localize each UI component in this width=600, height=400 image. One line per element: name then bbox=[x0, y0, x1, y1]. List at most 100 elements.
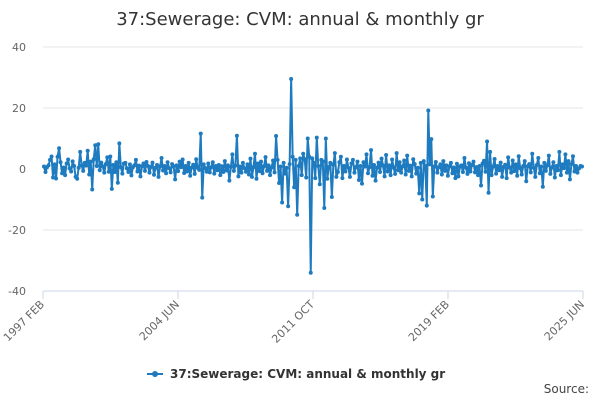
data-point[interactable] bbox=[179, 165, 184, 170]
data-point[interactable] bbox=[242, 166, 247, 171]
data-point[interactable] bbox=[424, 203, 429, 208]
data-point[interactable] bbox=[329, 195, 334, 200]
data-point[interactable] bbox=[213, 163, 218, 168]
data-point[interactable] bbox=[476, 173, 481, 178]
data-point[interactable] bbox=[531, 165, 536, 170]
data-point[interactable] bbox=[51, 175, 56, 180]
data-point[interactable] bbox=[554, 163, 559, 168]
data-point[interactable] bbox=[382, 174, 387, 179]
data-point[interactable] bbox=[432, 164, 437, 169]
data-point[interactable] bbox=[173, 177, 178, 182]
data-point[interactable] bbox=[142, 168, 147, 173]
data-point[interactable] bbox=[240, 160, 245, 165]
data-point[interactable] bbox=[411, 157, 416, 162]
data-point[interactable] bbox=[192, 171, 197, 176]
data-point[interactable] bbox=[280, 200, 285, 205]
data-point[interactable] bbox=[313, 176, 318, 181]
data-point[interactable] bbox=[308, 270, 313, 275]
data-point[interactable] bbox=[551, 160, 556, 165]
data-point[interactable] bbox=[518, 166, 523, 171]
data-point[interactable] bbox=[268, 173, 273, 178]
data-point[interactable] bbox=[387, 163, 392, 168]
data-point[interactable] bbox=[378, 170, 383, 175]
data-point[interactable] bbox=[277, 181, 282, 186]
data-point[interactable] bbox=[109, 186, 114, 191]
data-point[interactable] bbox=[152, 172, 157, 177]
data-point[interactable] bbox=[417, 191, 422, 196]
data-point[interactable] bbox=[188, 173, 193, 178]
data-point[interactable] bbox=[81, 168, 86, 173]
data-point[interactable] bbox=[504, 176, 509, 181]
data-point[interactable] bbox=[350, 157, 355, 162]
data-point[interactable] bbox=[69, 169, 74, 174]
data-point[interactable] bbox=[269, 165, 274, 170]
data-point[interactable] bbox=[340, 176, 345, 181]
data-point[interactable] bbox=[100, 164, 105, 169]
data-point[interactable] bbox=[182, 170, 187, 175]
data-point[interactable] bbox=[353, 165, 358, 170]
data-point[interactable] bbox=[421, 159, 426, 164]
data-point[interactable] bbox=[164, 171, 169, 176]
data-point[interactable] bbox=[515, 173, 520, 178]
data-point[interactable] bbox=[234, 133, 239, 138]
data-point[interactable] bbox=[66, 157, 71, 162]
data-point[interactable] bbox=[87, 172, 92, 177]
data-point[interactable] bbox=[420, 197, 425, 202]
data-point[interactable] bbox=[465, 171, 470, 176]
data-point[interactable] bbox=[246, 172, 251, 177]
data-point[interactable] bbox=[263, 155, 268, 160]
data-point[interactable] bbox=[248, 156, 253, 161]
data-point[interactable] bbox=[334, 174, 339, 179]
data-point[interactable] bbox=[566, 159, 571, 164]
data-point[interactable] bbox=[539, 164, 544, 169]
data-point[interactable] bbox=[366, 171, 371, 176]
data-point[interactable] bbox=[55, 154, 60, 159]
data-point[interactable] bbox=[257, 169, 262, 174]
data-point[interactable] bbox=[114, 160, 119, 165]
data-point[interactable] bbox=[569, 162, 574, 167]
data-point[interactable] bbox=[356, 177, 361, 182]
data-point[interactable] bbox=[272, 170, 277, 175]
data-point[interactable] bbox=[271, 158, 276, 163]
data-point[interactable] bbox=[52, 162, 57, 167]
data-point[interactable] bbox=[536, 156, 541, 161]
data-point[interactable] bbox=[402, 158, 407, 163]
data-point[interactable] bbox=[346, 165, 351, 170]
data-point[interactable] bbox=[375, 165, 380, 170]
data-point[interactable] bbox=[126, 170, 131, 175]
data-point[interactable] bbox=[58, 160, 63, 165]
data-point[interactable] bbox=[344, 157, 349, 162]
data-point[interactable] bbox=[341, 163, 346, 168]
data-point[interactable] bbox=[462, 156, 467, 161]
data-point[interactable] bbox=[338, 154, 343, 159]
data-point[interactable] bbox=[158, 164, 163, 169]
data-point[interactable] bbox=[506, 155, 511, 160]
data-point[interactable] bbox=[415, 165, 420, 170]
data-point[interactable] bbox=[405, 153, 410, 158]
data-point[interactable] bbox=[328, 160, 333, 165]
data-point[interactable] bbox=[468, 169, 473, 174]
data-point[interactable] bbox=[335, 170, 340, 175]
data-point[interactable] bbox=[546, 153, 551, 158]
legend[interactable]: 37:Sewerage: CVM: annual & monthly gr bbox=[147, 367, 445, 381]
data-point[interactable] bbox=[216, 163, 221, 168]
data-point[interactable] bbox=[510, 158, 515, 163]
data-point[interactable] bbox=[266, 163, 271, 168]
data-point[interactable] bbox=[138, 174, 143, 179]
data-point[interactable] bbox=[49, 154, 54, 159]
data-point[interactable] bbox=[145, 163, 150, 168]
data-point[interactable] bbox=[210, 160, 215, 165]
data-point[interactable] bbox=[147, 170, 152, 175]
data-point[interactable] bbox=[519, 172, 524, 177]
data-point[interactable] bbox=[167, 166, 172, 171]
data-point[interactable] bbox=[111, 163, 116, 168]
data-point[interactable] bbox=[307, 154, 312, 159]
data-point[interactable] bbox=[204, 169, 209, 174]
data-point[interactable] bbox=[43, 170, 48, 175]
data-point[interactable] bbox=[317, 182, 322, 187]
data-point[interactable] bbox=[299, 173, 304, 178]
data-point[interactable] bbox=[314, 135, 319, 140]
data-point[interactable] bbox=[311, 160, 316, 165]
data-point[interactable] bbox=[485, 139, 490, 144]
data-point[interactable] bbox=[580, 164, 584, 169]
